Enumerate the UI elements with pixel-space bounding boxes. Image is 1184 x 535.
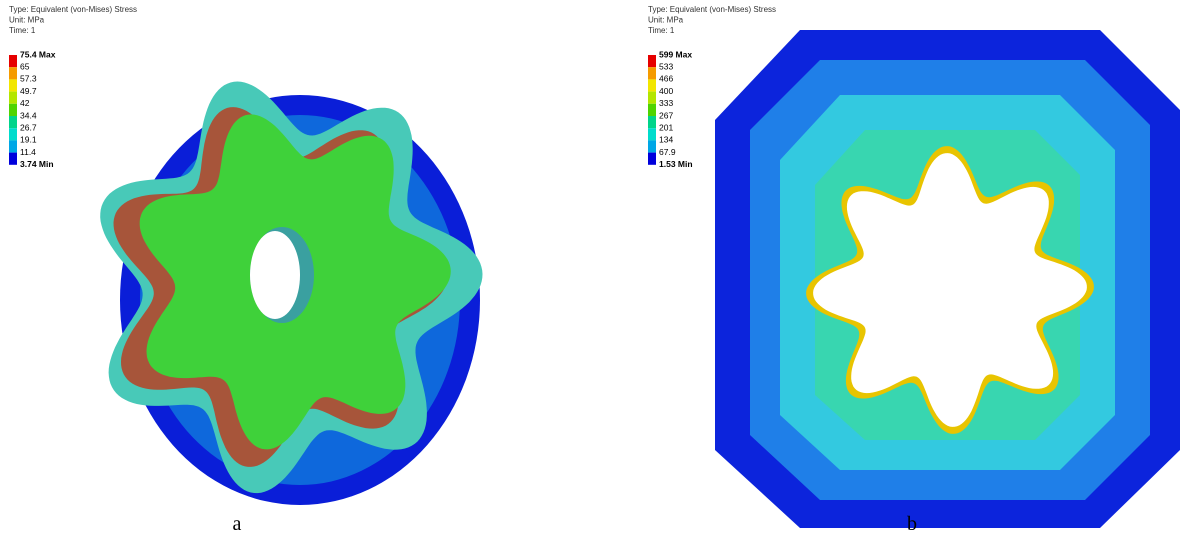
legend-label: 3.74 Min	[20, 159, 54, 169]
legend-label: 42	[20, 98, 30, 108]
legend-band	[648, 79, 656, 91]
legend-label: 134	[659, 135, 673, 145]
legend-label: 466	[659, 74, 673, 84]
caption: b	[907, 513, 917, 535]
legend-band	[648, 116, 656, 128]
model-b	[715, 30, 1180, 528]
header-line: Time: 1	[648, 26, 675, 35]
legend-label: 57.3	[20, 74, 37, 84]
model-a	[100, 82, 482, 506]
legend-band	[9, 67, 17, 79]
legend-label: 1.53 Min	[659, 159, 693, 169]
caption: a	[233, 513, 242, 535]
legend-band	[648, 104, 656, 116]
figure: Type: Equivalent (von-Mises) Stress Unit:…	[0, 0, 1184, 535]
header-line: Unit: MPa	[9, 16, 45, 25]
legend-label: 75.4 Max	[20, 49, 56, 59]
legend-band	[9, 140, 17, 152]
legend-label: 267	[659, 110, 673, 120]
legend-band	[9, 92, 17, 104]
legend-label: 333	[659, 98, 673, 108]
legend-label: 67.9	[659, 147, 676, 157]
legend-band	[9, 79, 17, 91]
legend-band	[648, 140, 656, 152]
legend-label: 26.7	[20, 122, 37, 132]
header-line: Type: Equivalent (von-Mises) Stress	[9, 5, 137, 14]
legend-band	[9, 128, 17, 140]
legend-band	[648, 67, 656, 79]
legend-label: 34.4	[20, 110, 37, 120]
legend-band	[648, 153, 656, 165]
legend-band	[9, 116, 17, 128]
legend-label: 201	[659, 122, 673, 132]
legend-label: 11.4	[20, 147, 36, 157]
legend-band	[648, 128, 656, 140]
legend-band	[648, 92, 656, 104]
legend-label: 599 Max	[659, 49, 692, 59]
legend-label: 533	[659, 61, 673, 71]
legend-band	[9, 104, 17, 116]
legend-label: 49.7	[20, 86, 37, 96]
header-line: Type: Equivalent (von-Mises) Stress	[648, 5, 776, 14]
legend-label: 19.1	[20, 135, 37, 145]
header-line: Time: 1	[9, 26, 36, 35]
legend-band	[9, 55, 17, 67]
header-line: Unit: MPa	[648, 16, 684, 25]
legend-label: 400	[659, 86, 673, 96]
legend-band	[648, 55, 656, 67]
legend-label: 65	[20, 61, 30, 71]
legend-band	[9, 153, 17, 165]
